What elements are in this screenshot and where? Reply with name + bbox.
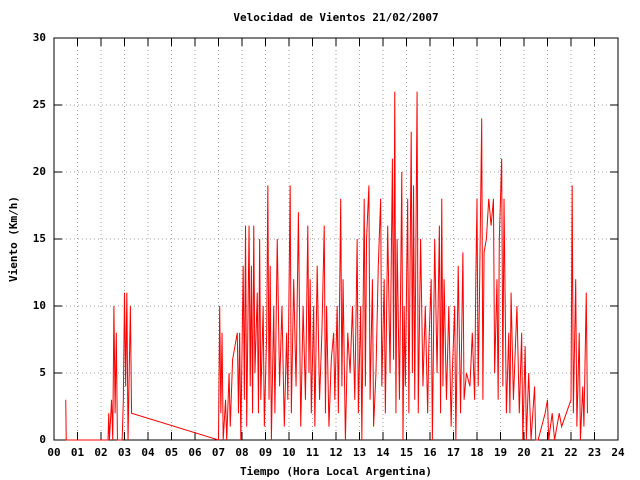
y-tick-label: 20 bbox=[33, 165, 46, 178]
y-tick-label: 10 bbox=[33, 299, 46, 312]
y-tick-label: 30 bbox=[33, 31, 46, 44]
x-tick-label: 01 bbox=[71, 446, 85, 459]
x-tick-label: 19 bbox=[494, 446, 507, 459]
x-tick-label: 14 bbox=[376, 446, 390, 459]
x-tick-label: 23 bbox=[588, 446, 601, 459]
x-tick-label: 15 bbox=[400, 446, 413, 459]
x-tick-label: 04 bbox=[141, 446, 155, 459]
y-axis-label: Viento (Km/h) bbox=[7, 196, 20, 282]
x-axis-label: Tiempo (Hora Local Argentina) bbox=[240, 465, 432, 478]
x-tick-label: 06 bbox=[188, 446, 202, 459]
x-tick-label: 03 bbox=[118, 446, 131, 459]
x-tick-label: 24 bbox=[611, 446, 625, 459]
x-tick-label: 11 bbox=[306, 446, 320, 459]
plot-frame bbox=[53, 37, 619, 441]
x-tick-label: 08 bbox=[235, 446, 248, 459]
y-tick-label: 5 bbox=[39, 366, 46, 379]
x-tick-label: 22 bbox=[564, 446, 577, 459]
x-tick-label: 02 bbox=[94, 446, 107, 459]
y-tick-label: 0 bbox=[39, 433, 46, 446]
y-tick-label: 25 bbox=[33, 98, 46, 111]
x-tick-label: 18 bbox=[470, 446, 483, 459]
data-line bbox=[65, 91, 588, 441]
x-tick-label: 07 bbox=[212, 446, 225, 459]
x-tick-label: 09 bbox=[259, 446, 272, 459]
x-tick-label: 13 bbox=[353, 446, 366, 459]
x-tick-label: 05 bbox=[165, 446, 178, 459]
x-tick-label: 00 bbox=[47, 446, 60, 459]
x-tick-label: 16 bbox=[423, 446, 437, 459]
x-tick-label: 10 bbox=[282, 446, 295, 459]
x-tick-label: 17 bbox=[447, 446, 460, 459]
x-tick-label: 20 bbox=[517, 446, 530, 459]
x-tick-label: 12 bbox=[329, 446, 342, 459]
y-tick-label: 15 bbox=[33, 232, 46, 245]
x-tick-label: 21 bbox=[541, 446, 555, 459]
chart-title: Velocidad de Vientos 21/02/2007 bbox=[233, 11, 438, 24]
